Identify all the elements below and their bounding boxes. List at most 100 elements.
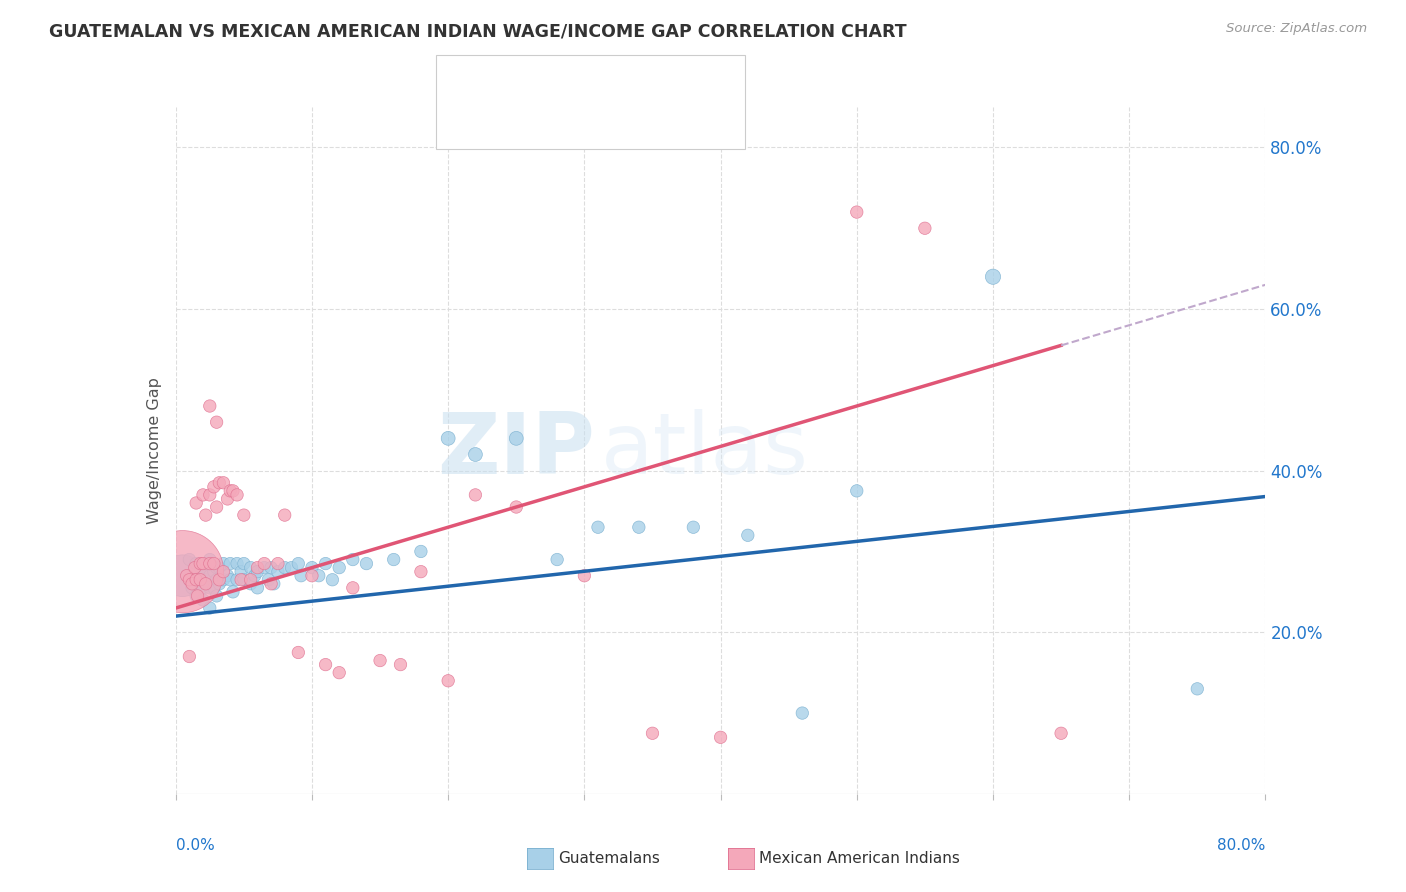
Point: [710, 731, 733, 745]
Point: [263, 576, 285, 591]
Point: [198, 557, 221, 571]
Point: [1187, 681, 1209, 696]
Point: [1050, 726, 1073, 740]
Point: [212, 565, 235, 579]
Point: [226, 557, 249, 571]
Point: [315, 657, 337, 672]
Point: [301, 568, 323, 582]
Point: [246, 581, 269, 595]
Point: [205, 500, 228, 514]
Text: Source: ZipAtlas.com: Source: ZipAtlas.com: [1226, 22, 1367, 36]
Point: [243, 568, 266, 582]
Point: [198, 399, 221, 413]
Point: [627, 520, 650, 534]
Point: [464, 488, 486, 502]
Point: [217, 491, 239, 506]
Point: [208, 576, 231, 591]
Point: [198, 581, 221, 595]
Point: [222, 585, 245, 599]
Point: [257, 573, 280, 587]
Point: [368, 654, 391, 668]
Point: [389, 657, 412, 672]
Point: [253, 557, 276, 571]
Point: [208, 560, 231, 574]
Point: [342, 581, 364, 595]
Point: [191, 581, 214, 595]
Point: [246, 565, 269, 579]
Point: [219, 557, 242, 571]
Text: ZIP: ZIP: [437, 409, 595, 492]
Point: [409, 544, 432, 558]
Point: [267, 557, 290, 571]
Point: [191, 565, 214, 579]
Point: [342, 552, 364, 566]
Point: [202, 565, 225, 579]
Point: [260, 576, 283, 591]
Point: [464, 448, 486, 462]
Point: [184, 560, 207, 574]
Point: [232, 557, 254, 571]
Point: [188, 576, 211, 591]
Point: [186, 557, 208, 571]
Point: [181, 576, 204, 591]
Point: [179, 552, 201, 566]
Point: [232, 508, 254, 522]
Point: [231, 565, 253, 579]
Text: GUATEMALAN VS MEXICAN AMERICAN INDIAN WAGE/INCOME GAP CORRELATION CHART: GUATEMALAN VS MEXICAN AMERICAN INDIAN WA…: [49, 22, 907, 40]
Point: [172, 565, 194, 579]
Point: [737, 528, 759, 542]
Point: [208, 475, 231, 490]
Point: [191, 488, 214, 502]
Point: [202, 581, 225, 595]
Point: [212, 475, 235, 490]
Point: [287, 645, 309, 659]
Point: [202, 480, 225, 494]
Point: [222, 483, 245, 498]
Point: [186, 573, 208, 587]
Point: [301, 560, 323, 574]
Point: [287, 557, 309, 571]
Text: Guatemalans: Guatemalans: [558, 851, 659, 866]
Point: [792, 706, 814, 720]
Point: [382, 552, 405, 566]
Point: [239, 573, 262, 587]
Point: [198, 601, 221, 615]
Point: [188, 557, 211, 571]
Point: [198, 568, 221, 582]
Point: [586, 520, 609, 534]
Point: [191, 557, 214, 571]
Text: R =: R =: [489, 117, 529, 131]
Y-axis label: Wage/Income Gap: Wage/Income Gap: [146, 377, 162, 524]
Point: [315, 557, 337, 571]
Point: [321, 573, 343, 587]
Point: [188, 560, 211, 574]
Point: [328, 665, 350, 680]
Point: [308, 568, 330, 582]
Text: 71: 71: [623, 71, 648, 89]
Point: [260, 560, 283, 574]
Point: [682, 520, 704, 534]
Point: [179, 573, 201, 587]
Text: N =: N =: [578, 117, 624, 131]
Text: Mexican American Indians: Mexican American Indians: [759, 851, 960, 866]
Point: [280, 560, 302, 574]
Point: [208, 573, 231, 587]
Point: [219, 483, 242, 498]
Point: [845, 205, 868, 219]
Text: 0.0%: 0.0%: [176, 838, 215, 854]
Point: [205, 415, 228, 429]
Text: 0.331: 0.331: [522, 115, 578, 133]
Point: [239, 560, 262, 574]
Point: [981, 269, 1004, 284]
Point: [186, 589, 209, 603]
Point: [212, 557, 235, 571]
Point: [202, 557, 225, 571]
Text: R =: R =: [489, 73, 524, 87]
Text: 0.309: 0.309: [522, 71, 578, 89]
Point: [437, 673, 460, 688]
Point: [641, 726, 664, 740]
Point: [845, 483, 868, 498]
Point: [179, 573, 201, 587]
Point: [198, 552, 221, 566]
Point: [574, 568, 596, 582]
